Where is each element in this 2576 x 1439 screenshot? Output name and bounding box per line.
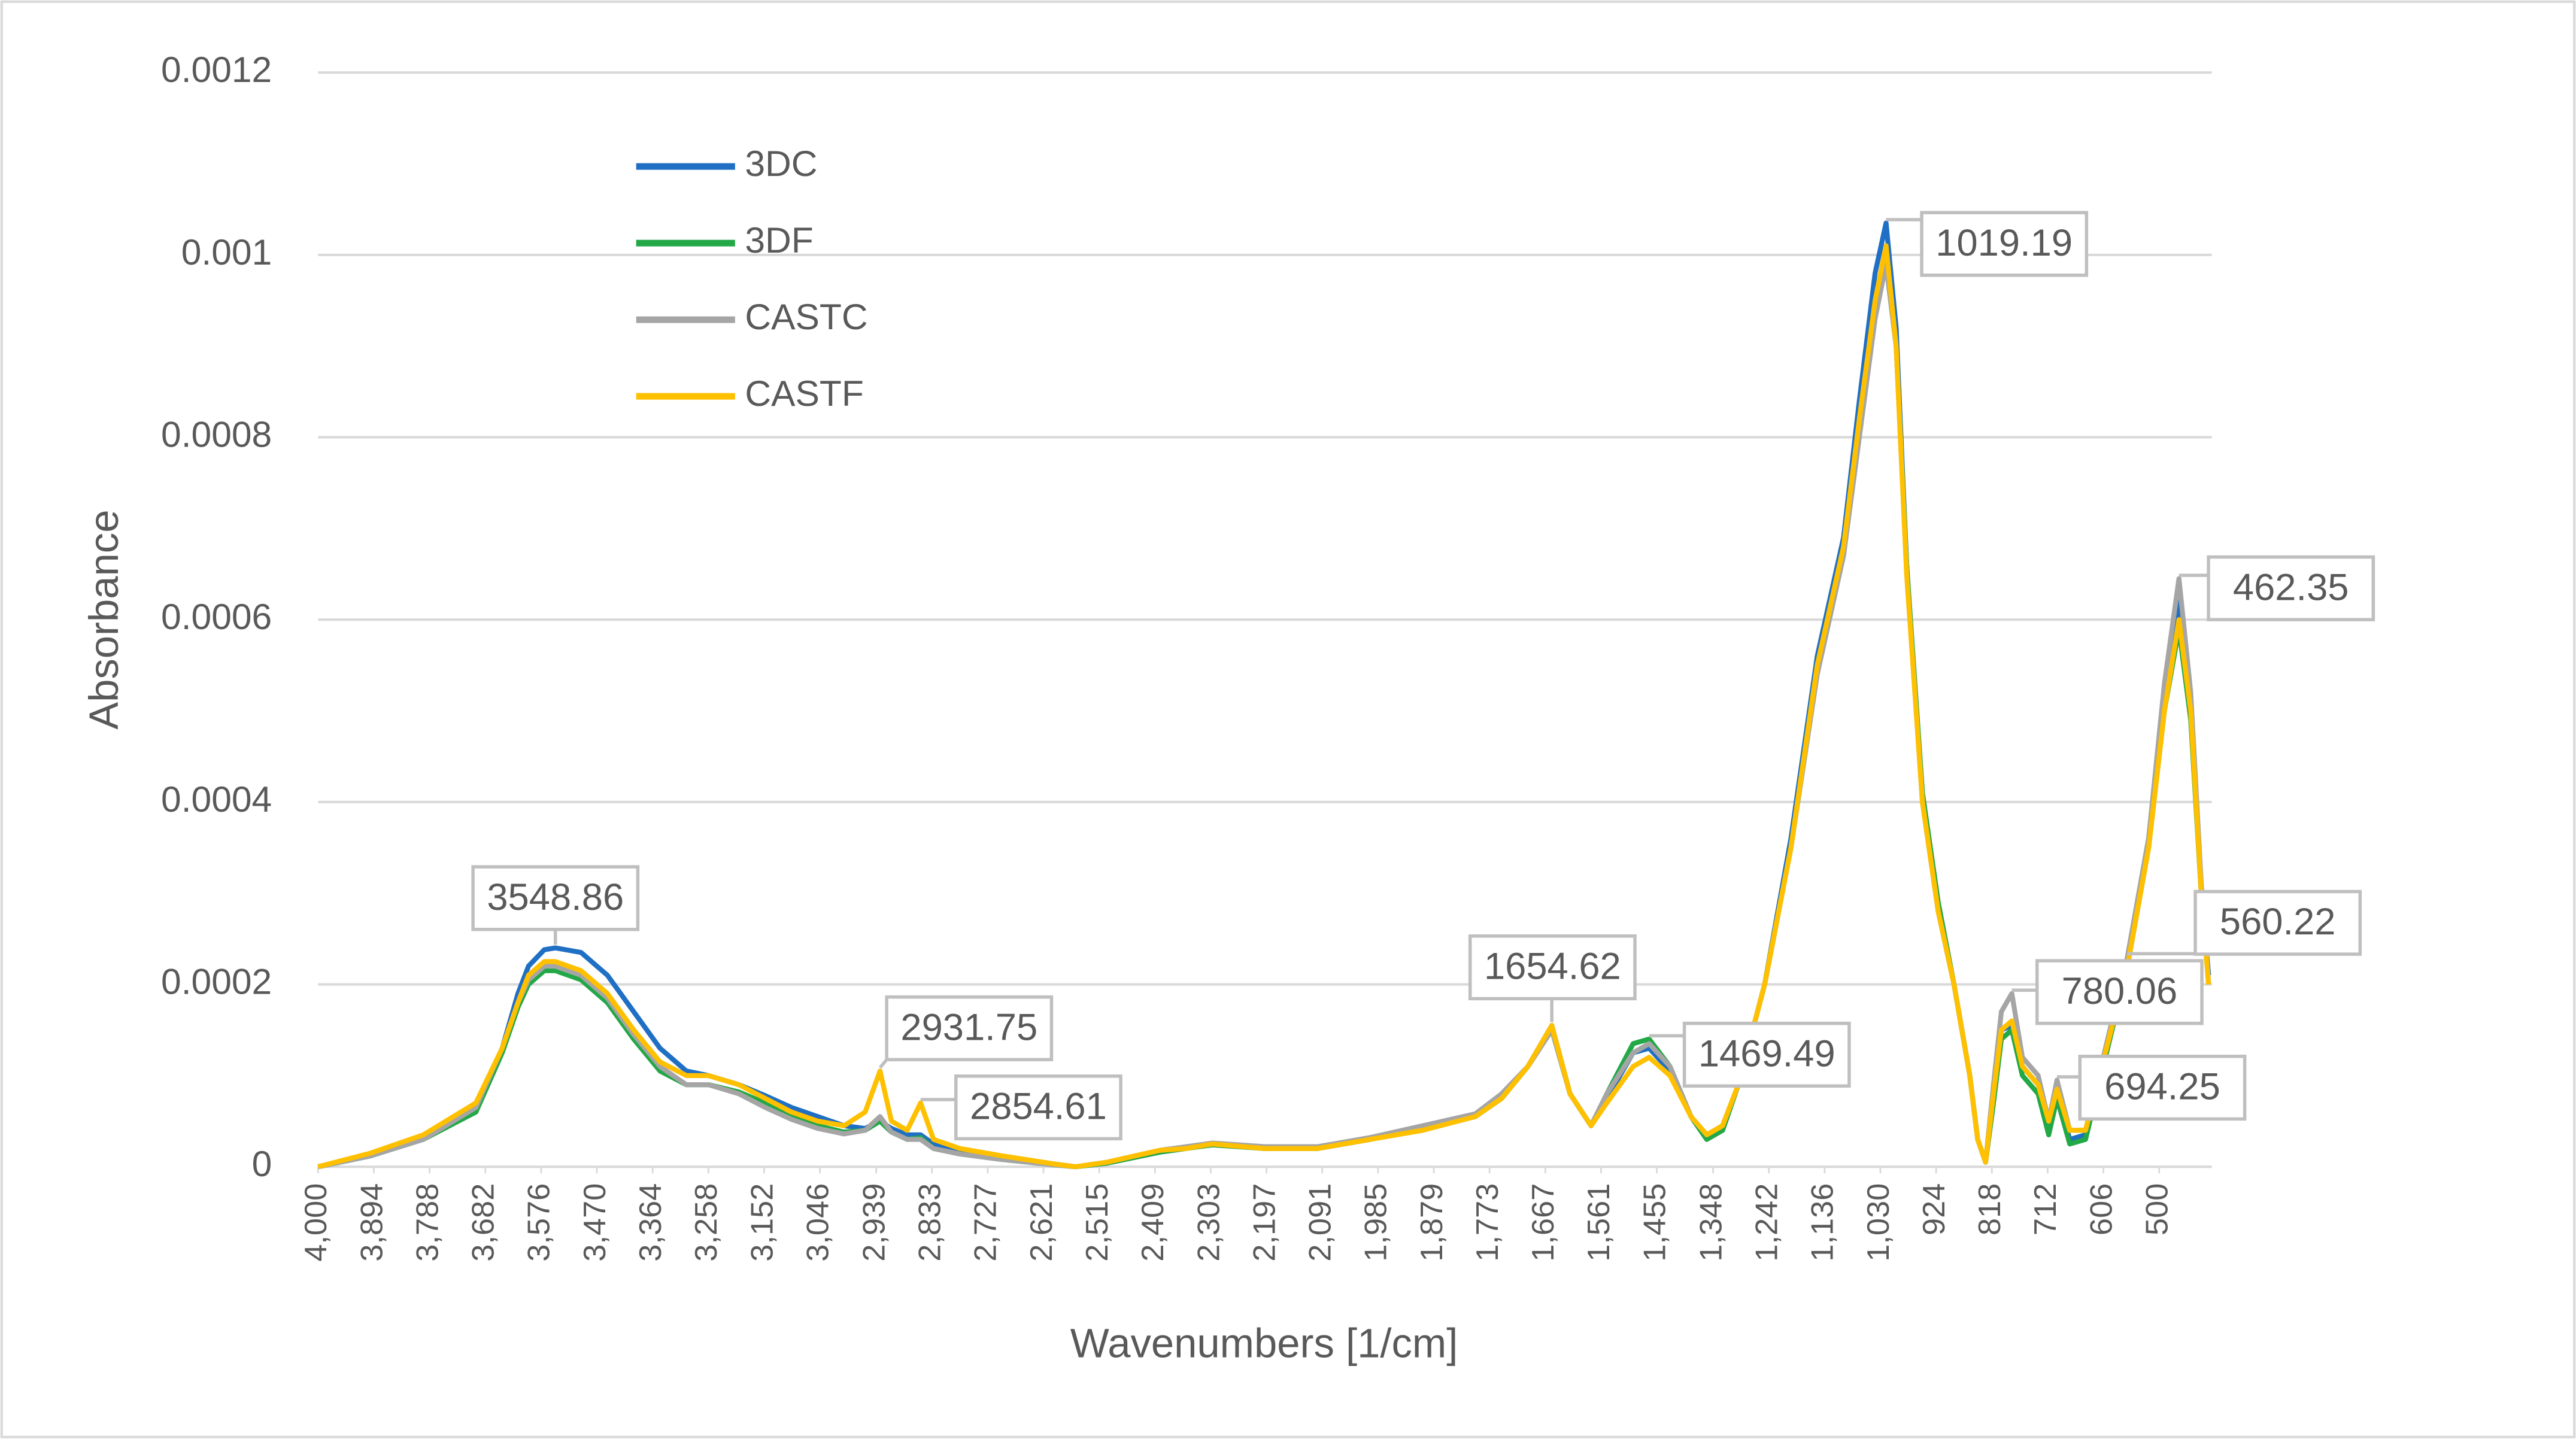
x-tick-label: 3,258 [689, 1183, 724, 1262]
x-tick-label: 2,409 [1136, 1183, 1170, 1262]
x-tick-label: 2,939 [857, 1183, 891, 1262]
callout-label: 780.06 [2062, 970, 2178, 1012]
callout-box [885, 995, 1054, 1061]
x-tick-label: 712 [2028, 1183, 2063, 1235]
callout-box [2078, 1054, 2247, 1121]
callout-box [2207, 555, 2375, 621]
y-tick-label: 0.0012 [161, 49, 272, 90]
callout-label: 1654.62 [1484, 946, 1621, 988]
legend-label: CASTC [745, 296, 867, 337]
legend-label: 3DC [745, 143, 817, 184]
x-tick-label: 3,894 [354, 1183, 389, 1262]
x-tick-label: 2,303 [1191, 1183, 1226, 1262]
x-tick-label: 3,788 [410, 1183, 445, 1262]
x-tick-label: 818 [1973, 1183, 2007, 1235]
x-tick-label: 606 [2084, 1183, 2119, 1235]
callout-box [471, 865, 640, 931]
x-tick-label: 2,727 [969, 1183, 1003, 1262]
callout-box [2035, 959, 2204, 1025]
callout-box [954, 1074, 1122, 1141]
x-tick-label: 3,470 [578, 1183, 612, 1262]
callout-label: 3548.86 [487, 876, 624, 918]
x-tick-label: 1,667 [1526, 1183, 1561, 1262]
y-tick-label: 0.0008 [161, 414, 272, 454]
x-tick-label: 1,030 [1861, 1183, 1896, 1262]
callout-label: 1469.49 [1698, 1033, 1835, 1074]
series-line [317, 243, 2211, 1170]
x-tick-label: 2,197 [1247, 1183, 1282, 1262]
x-tick-label: 1,242 [1750, 1183, 1785, 1262]
y-tick-label: 0.001 [181, 232, 272, 272]
x-tick-label: 2,091 [1303, 1183, 1338, 1262]
y-tick-label: 0.0004 [161, 779, 272, 819]
x-tick-label: 1,985 [1359, 1183, 1394, 1262]
callout-box [1468, 934, 1637, 1001]
callout-box [1920, 211, 2089, 277]
x-tick-label: 2,833 [913, 1183, 948, 1262]
callout-label: 694.25 [2104, 1066, 2220, 1108]
x-tick-label: 3,364 [633, 1183, 668, 1262]
y-tick-label: 0.0006 [161, 596, 272, 637]
callout-label: 2931.75 [900, 1006, 1037, 1048]
callout-label: 560.22 [2220, 901, 2336, 943]
x-tick-label: 500 [2140, 1183, 2175, 1235]
callout-label: 2854.61 [970, 1086, 1107, 1128]
x-axis-title: Wavenumbers [1/cm] [1070, 1320, 1458, 1366]
x-tick-label: 3,152 [745, 1183, 779, 1262]
y-tick-label: 0 [252, 1143, 272, 1184]
legend-label: CASTF [745, 373, 863, 414]
y-tick-label: 0.0002 [161, 961, 272, 1002]
legend-label: 3DF [745, 220, 813, 260]
x-tick-label: 3,046 [800, 1183, 835, 1262]
callout-box [2193, 889, 2362, 956]
x-tick-label: 1,561 [1582, 1183, 1616, 1262]
x-tick-label: 3,576 [522, 1183, 557, 1262]
y-axis-title: Absorbance [81, 510, 127, 730]
x-tick-label: 2,515 [1080, 1183, 1115, 1262]
x-tick-label: 1,879 [1415, 1183, 1449, 1262]
callout-box [1682, 1021, 1851, 1088]
callout-label: 1019.19 [1935, 222, 2073, 264]
callout-label: 462.35 [2233, 566, 2349, 608]
x-tick-label: 4,000 [299, 1183, 333, 1262]
x-tick-label: 1,136 [1806, 1183, 1840, 1262]
x-tick-label: 1,455 [1637, 1183, 1672, 1262]
x-tick-label: 2,621 [1024, 1183, 1059, 1262]
x-tick-label: 1,773 [1470, 1183, 1505, 1262]
x-tick-label: 924 [1917, 1183, 1952, 1235]
x-tick-label: 1,348 [1694, 1183, 1728, 1262]
x-tick-label: 3,682 [466, 1183, 501, 1262]
